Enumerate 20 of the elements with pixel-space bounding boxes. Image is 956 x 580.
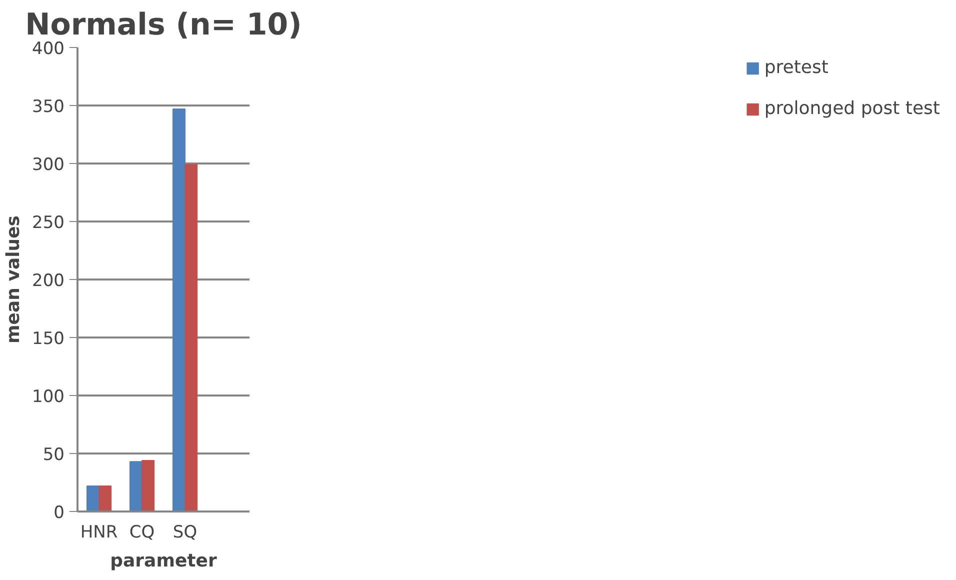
x-tick-label: SQ [172,522,198,542]
bar [142,460,155,512]
bar [184,164,198,512]
x-tick-label: CQ [129,522,155,542]
bar [129,461,142,512]
y-tick-label: 250 [32,213,65,233]
y-tick-label: 100 [32,387,65,407]
y-tick-label: 350 [32,97,65,117]
x-axis-title: parameter [110,550,217,572]
y-tick-label: 300 [32,155,65,175]
bar [98,485,112,512]
x-tick-label: HNR [80,522,118,542]
bar [172,108,186,512]
y-tick-label: 200 [32,271,65,291]
y-axis-title: mean values [3,216,24,344]
legend-label: pretest [764,57,828,78]
y-tick-label: 0 [54,503,65,523]
y-tick-label: 150 [32,329,65,349]
legend-label: prolonged post test [764,98,940,119]
y-tick-label: 50 [42,445,65,465]
